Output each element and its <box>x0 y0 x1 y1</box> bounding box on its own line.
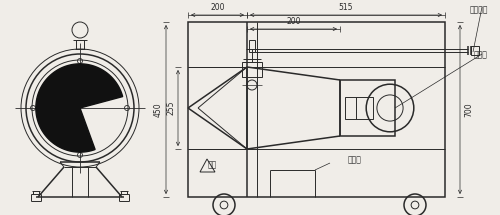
Text: ファン: ファン <box>474 50 488 59</box>
Text: 金網: 金網 <box>208 161 216 169</box>
Text: 255: 255 <box>166 101 175 115</box>
Text: ノズル: ノズル <box>348 155 362 164</box>
Text: 700: 700 <box>464 102 473 117</box>
Bar <box>340 80 395 136</box>
Bar <box>471 46 479 55</box>
Bar <box>249 40 255 52</box>
Text: 450: 450 <box>154 102 163 117</box>
Bar <box>242 62 262 77</box>
Text: 515: 515 <box>339 3 353 12</box>
Bar <box>188 22 445 197</box>
Text: 200: 200 <box>210 3 225 12</box>
Polygon shape <box>36 64 122 152</box>
Text: 200: 200 <box>286 17 301 26</box>
Text: モーター: モーター <box>470 5 488 14</box>
Bar <box>345 97 373 119</box>
